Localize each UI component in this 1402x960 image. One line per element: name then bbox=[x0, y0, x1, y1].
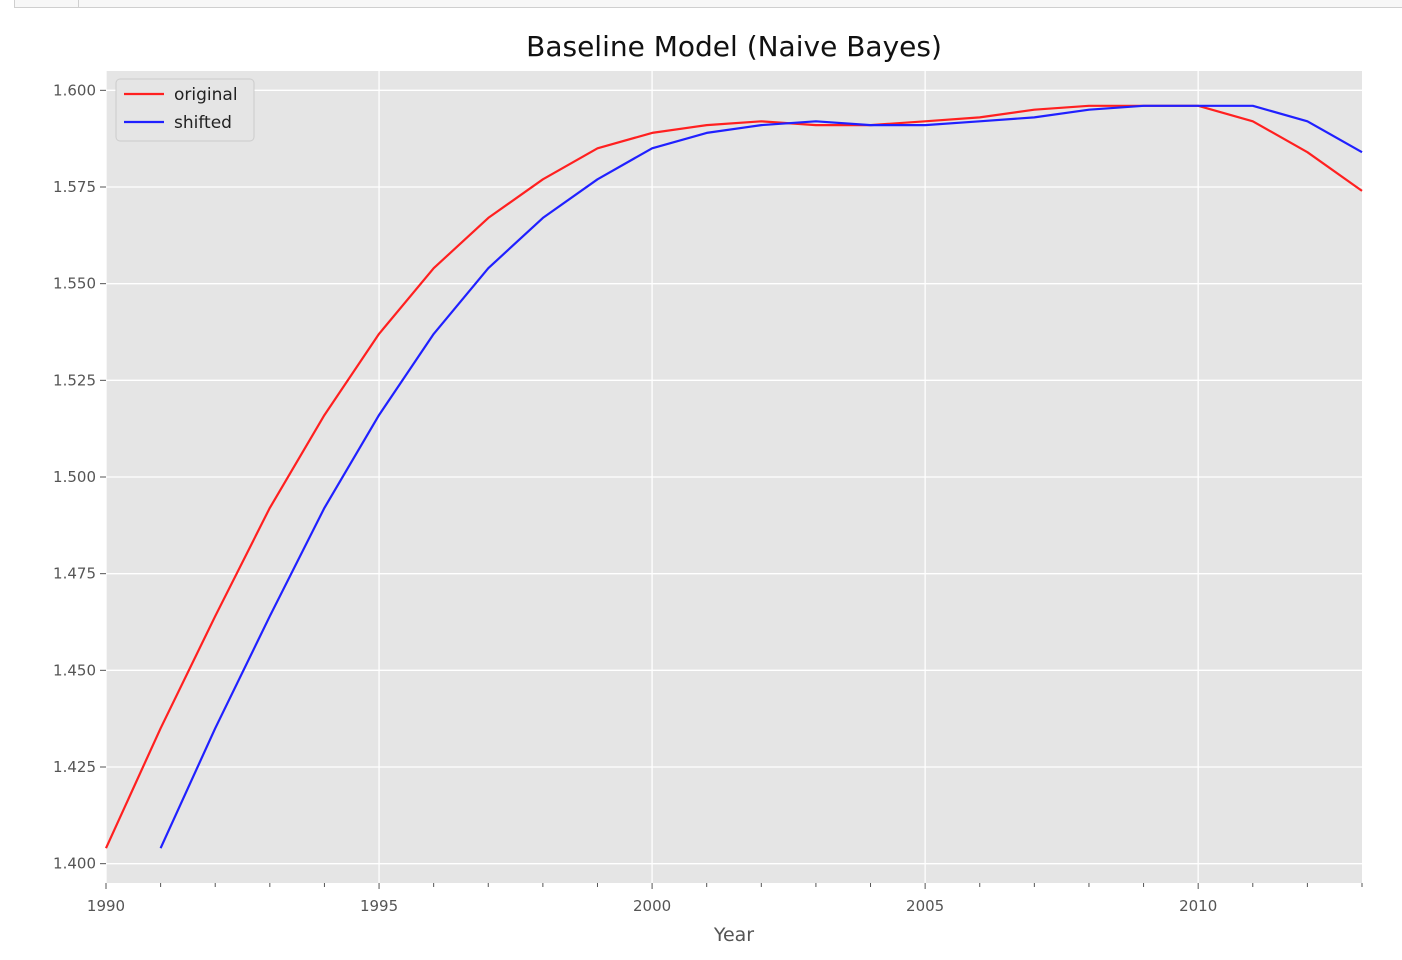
y-tick-label: 1.600 bbox=[53, 81, 96, 99]
legend-label-shifted: shifted bbox=[174, 113, 232, 133]
cell-prompt-area bbox=[14, 0, 79, 8]
y-tick-label: 1.425 bbox=[53, 758, 96, 776]
y-tick-label: 1.525 bbox=[53, 371, 96, 389]
legend: original shifted bbox=[115, 78, 255, 142]
x-tick-label: 1990 bbox=[87, 897, 125, 915]
x-minor-ticks bbox=[160, 883, 1363, 887]
notebook-cell-border bbox=[0, 0, 1402, 8]
legend-label-original: original bbox=[174, 85, 238, 105]
grid-lines bbox=[105, 71, 1362, 883]
chart-title: Baseline Model (Naive Bayes) bbox=[526, 30, 942, 63]
y-tick-label: 1.450 bbox=[53, 661, 96, 679]
x-axis-ticks: 1990 1995 2000 2005 2010 bbox=[87, 883, 1217, 915]
x-axis-label: Year bbox=[713, 924, 754, 946]
x-tick-label: 1995 bbox=[360, 897, 398, 915]
x-tick-label: 2010 bbox=[1179, 897, 1217, 915]
y-tick-label: 1.500 bbox=[53, 468, 96, 486]
x-tick-label: 2000 bbox=[633, 897, 671, 915]
y-tick-label: 1.475 bbox=[53, 565, 96, 583]
cell-output-area bbox=[78, 0, 1402, 8]
y-tick-label: 1.400 bbox=[53, 855, 96, 873]
y-tick-label: 1.550 bbox=[53, 275, 96, 293]
series-line-shifted bbox=[159, 104, 1363, 849]
y-tick-label: 1.575 bbox=[53, 178, 96, 196]
series-layer bbox=[104, 104, 1363, 849]
x-tick-label: 2005 bbox=[906, 897, 944, 915]
y-axis-ticks: 1.400 1.425 1.450 1.475 1.500 1.525 1.550 1.575… bbox=[53, 81, 106, 873]
